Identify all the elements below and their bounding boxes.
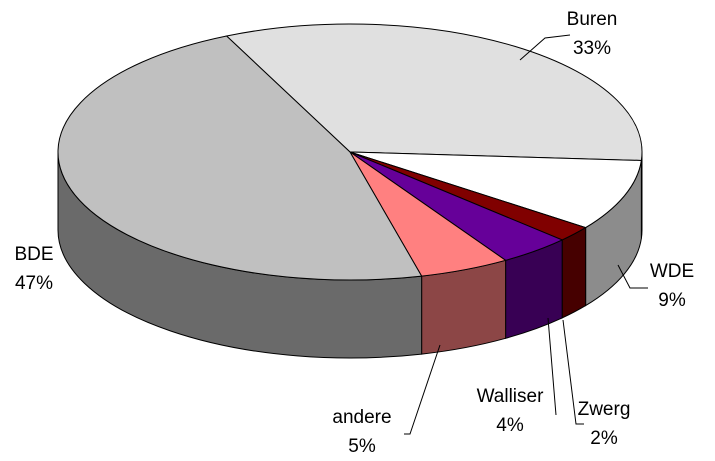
- slice-label: andere: [332, 407, 391, 428]
- pie-slice: [57, 35, 423, 281]
- slice-label: Zwerg: [578, 399, 631, 420]
- slice-label: Buren: [567, 9, 618, 30]
- slice-value-label: 33%: [573, 38, 611, 59]
- leader-line: [547, 317, 557, 416]
- slice-value-label: 47%: [15, 273, 53, 294]
- leader-line: [617, 264, 648, 289]
- pie-slice: [225, 23, 643, 161]
- leader-line: [519, 34, 571, 61]
- slice-value-label: 9%: [658, 290, 686, 311]
- slice-label: BDE: [14, 244, 53, 265]
- pie-side: [561, 226, 587, 319]
- slice-label: WDE: [650, 261, 694, 282]
- slice-value-label: 4%: [496, 415, 524, 436]
- slice-value-label: 2%: [590, 428, 618, 449]
- slice-label: Walliser: [477, 386, 545, 407]
- leader-line: [404, 344, 441, 435]
- pie-slice: [349, 151, 642, 229]
- slice-value-label: 5%: [348, 436, 376, 457]
- leader-line: [562, 319, 584, 425]
